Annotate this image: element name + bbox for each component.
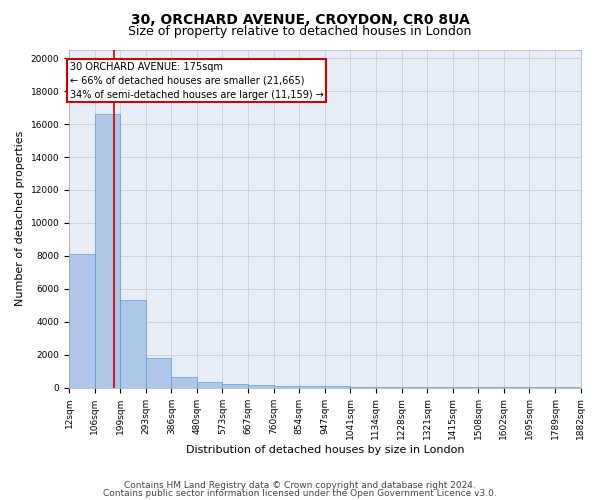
Text: Size of property relative to detached houses in London: Size of property relative to detached ho…	[128, 25, 472, 38]
X-axis label: Distribution of detached houses by size in London: Distribution of detached houses by size …	[185, 445, 464, 455]
Bar	[401, 387, 427, 388]
Text: 30, ORCHARD AVENUE, CROYDON, CR0 8UA: 30, ORCHARD AVENUE, CROYDON, CR0 8UA	[131, 12, 469, 26]
Bar	[299, 386, 325, 388]
Bar	[350, 386, 376, 388]
Bar	[95, 114, 120, 388]
Bar	[376, 387, 401, 388]
Y-axis label: Number of detached properties: Number of detached properties	[15, 131, 25, 306]
Text: Contains public sector information licensed under the Open Government Licence v3: Contains public sector information licen…	[103, 488, 497, 498]
Bar	[69, 254, 95, 388]
Bar	[325, 386, 350, 388]
Bar	[248, 386, 274, 388]
Bar	[172, 377, 197, 388]
Bar	[274, 386, 299, 388]
Text: Contains HM Land Registry data © Crown copyright and database right 2024.: Contains HM Land Registry data © Crown c…	[124, 481, 476, 490]
Bar	[223, 384, 248, 388]
Bar	[120, 300, 146, 388]
Text: 30 ORCHARD AVENUE: 175sqm
← 66% of detached houses are smaller (21,665)
34% of s: 30 ORCHARD AVENUE: 175sqm ← 66% of detac…	[70, 62, 323, 100]
Bar	[197, 382, 223, 388]
Bar	[427, 387, 453, 388]
Bar	[453, 387, 478, 388]
Bar	[146, 358, 172, 388]
